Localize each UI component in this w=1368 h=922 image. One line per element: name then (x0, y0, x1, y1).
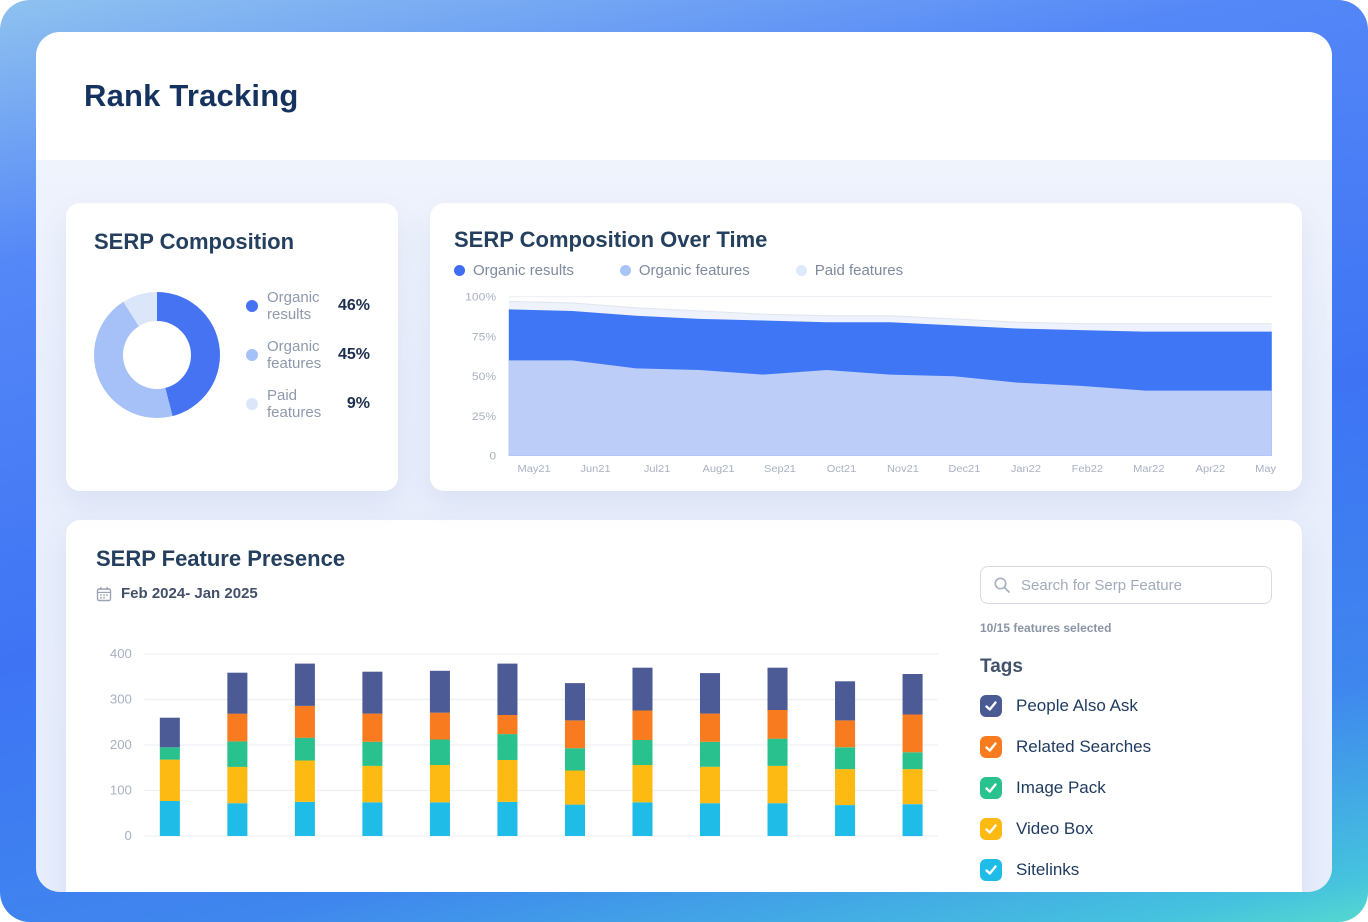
feature-search-box[interactable] (980, 566, 1272, 604)
checkmark-icon (985, 824, 997, 834)
legend-label: Organic features (638, 262, 750, 279)
app-header: Rank Tracking (36, 32, 1332, 160)
over-time-legend: Organic results Organic features Paid feat… (454, 262, 1276, 279)
feature-checkbox[interactable] (980, 777, 1002, 799)
presence-chart-area: SERP Feature Presence Fe (96, 546, 940, 881)
svg-text:300: 300 (110, 692, 132, 707)
svg-text:75%: 75% (472, 332, 496, 343)
serp-over-time-area-chart: 100% 75% 50% 25% 0 May21 Jun21 Jul21 Aug21 Sep21 O… (465, 292, 1276, 475)
svg-text:400: 400 (110, 646, 132, 661)
svg-text:100: 100 (110, 783, 132, 798)
top-row: SERP Composition Organic results 46% Organ… (66, 203, 1302, 491)
dashboard-window: Rank Tracking SERP Composition Organic r… (36, 32, 1332, 892)
feature-checkbox[interactable] (980, 736, 1002, 758)
svg-text:Aug21: Aug21 (703, 464, 735, 475)
svg-text:50%: 50% (472, 372, 496, 383)
feature-item-people-also-ask[interactable]: People Also Ask (980, 695, 1272, 717)
feature-checkbox[interactable] (980, 818, 1002, 840)
serp-composition-donut-chart (94, 292, 220, 418)
search-icon (994, 577, 1010, 593)
checkmark-icon (985, 742, 997, 752)
legend-label: Organic results (267, 289, 320, 323)
legend-label: Paid features (814, 262, 904, 279)
donut-legend-item: Organic results 46% (246, 289, 370, 323)
feature-item-sitelinks[interactable]: Sitelinks (980, 859, 1272, 881)
presence-body: SERP Feature Presence Fe (96, 546, 1272, 881)
feature-label: People Also Ask (1016, 696, 1138, 715)
svg-text:Jul21: Jul21 (644, 464, 671, 475)
svg-text:Dec21: Dec21 (948, 464, 980, 475)
donut-legend-item: Organic features 45% (246, 338, 370, 372)
over-time-legend-item: Paid features (795, 262, 904, 279)
feature-search-input[interactable] (1021, 576, 1259, 594)
serp-over-time-card: SERP Composition Over Time Organic resul… (430, 203, 1302, 491)
donut-legend: Organic results 46% Organic features 45% Pai… (246, 289, 370, 421)
feature-item-image-pack[interactable]: Image Pack (980, 777, 1272, 799)
svg-text:Nov21: Nov21 (887, 464, 919, 475)
svg-text:Feb22: Feb22 (1072, 464, 1103, 475)
feature-label: Sitelinks (1016, 860, 1080, 879)
svg-text:Mar22: Mar22 (1133, 464, 1164, 475)
svg-text:Sep21: Sep21 (764, 464, 796, 475)
svg-text:Apr22: Apr22 (1196, 464, 1226, 475)
legend-swatch-icon (795, 265, 807, 276)
svg-text:200: 200 (110, 737, 132, 752)
feature-checkbox-list: People Also Ask Related Searches Image Pac… (980, 695, 1272, 881)
feature-item-video-box[interactable]: Video Box (980, 818, 1272, 840)
feature-filter-panel: 10/15 features selected Tags People Also… (980, 566, 1272, 881)
svg-text:May22: May22 (1255, 464, 1276, 475)
feature-item-related-searches[interactable]: Related Searches (980, 736, 1272, 758)
feature-checkbox[interactable] (980, 695, 1002, 717)
serp-feature-presence-card: SERP Feature Presence Fe (66, 520, 1302, 892)
checkmark-icon (985, 865, 997, 875)
page-title: Rank Tracking (84, 78, 299, 113)
legend-label: Organic features (267, 338, 322, 372)
features-selected-summary: 10/15 features selected (980, 621, 1112, 635)
date-range-text: Feb 2024- Jan 2025 (121, 585, 258, 602)
donut-legend-item: Paid features 9% (246, 387, 370, 421)
svg-text:0: 0 (489, 451, 496, 462)
feature-label: Related Searches (1016, 737, 1152, 756)
svg-text:0: 0 (125, 828, 132, 843)
tags-heading: Tags (980, 656, 1023, 677)
legend-value: 9% (346, 395, 370, 412)
serp-over-time-title: SERP Composition Over Time (454, 227, 768, 252)
legend-label: Paid features (267, 387, 322, 421)
svg-text:Oct21: Oct21 (827, 464, 857, 475)
feature-checkbox[interactable] (980, 859, 1002, 881)
checkmark-icon (985, 701, 997, 711)
over-time-legend-item: Organic features (619, 262, 750, 279)
checkmark-icon (985, 783, 997, 793)
over-time-legend-item: Organic results (454, 262, 574, 279)
calendar-icon (96, 586, 112, 601)
legend-swatch-icon (246, 398, 258, 410)
feature-label: Image Pack (1016, 778, 1106, 797)
svg-text:Jun21: Jun21 (580, 464, 610, 475)
svg-text:May21: May21 (517, 464, 550, 475)
legend-label: Organic results (473, 262, 574, 279)
legend-swatch-icon (454, 265, 465, 276)
legend-value: 46% (337, 297, 370, 314)
svg-text:Jan22: Jan22 (1011, 464, 1041, 475)
legend-swatch-icon (619, 265, 631, 276)
feature-label: Video Box (1016, 819, 1094, 838)
serp-composition-title: SERP Composition (94, 229, 295, 254)
serp-feature-presence-bar-chart: 0 100 200 300 400 (110, 646, 938, 843)
legend-swatch-icon (246, 349, 258, 361)
date-range-picker[interactable]: Feb 2024- Jan 2025 (96, 585, 940, 602)
svg-text:100%: 100% (465, 292, 496, 303)
dashboard-content: SERP Composition Organic results 46% Organ… (36, 160, 1332, 892)
legend-value: 45% (337, 346, 370, 363)
serp-composition-card: SERP Composition Organic results 46% Organ… (66, 203, 398, 491)
donut-block: Organic results 46% Organic features 45% Pai… (94, 289, 370, 421)
serp-feature-presence-title: SERP Feature Presence (96, 546, 346, 571)
svg-text:25%: 25% (472, 411, 496, 422)
legend-swatch-icon (246, 300, 258, 312)
